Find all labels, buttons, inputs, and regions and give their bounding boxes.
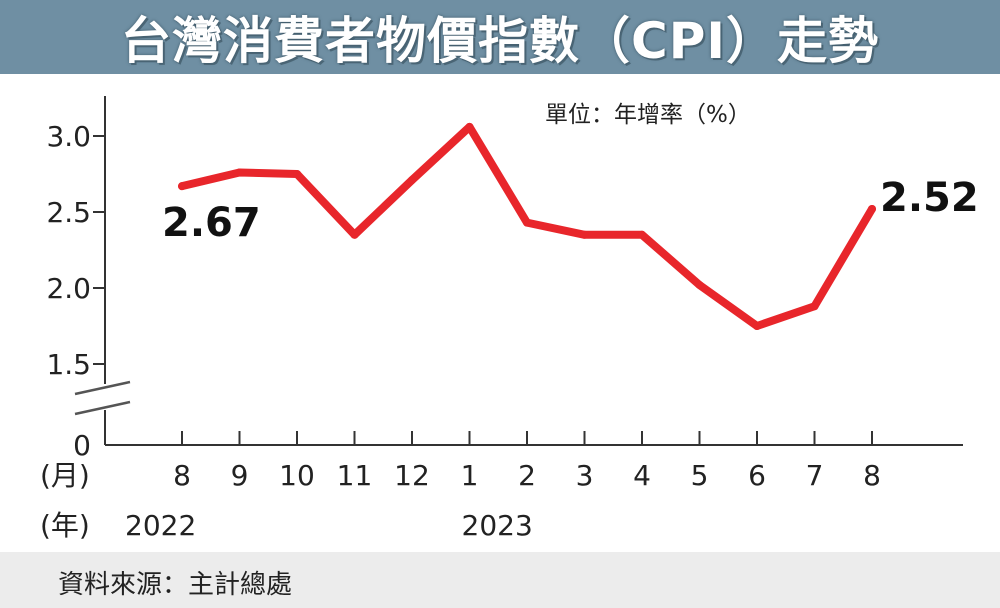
- x-tick-label: 7: [806, 459, 824, 492]
- data-point: [580, 230, 589, 239]
- data-point: [178, 182, 186, 191]
- x-tick-label: 8: [863, 459, 881, 492]
- data-point: [695, 280, 704, 289]
- data-point: [293, 170, 301, 178]
- data-point: [638, 230, 646, 239]
- x-axis-label-year: (年): [40, 509, 90, 542]
- x-tick-label: 6: [748, 459, 766, 492]
- chart-title: 台灣消費者物價指數（CPI）走勢: [121, 12, 879, 70]
- y-tick-label: 2.0: [46, 272, 91, 305]
- y-tick-label: 3.0: [46, 120, 91, 153]
- y-tick-label: 2.5: [46, 196, 91, 229]
- data-label: 2.52: [880, 175, 979, 221]
- source-note: 資料來源：主計總處: [58, 570, 293, 600]
- data-point: [350, 230, 359, 239]
- x-tick-label: 1: [461, 459, 479, 492]
- x-axis-label-month: (月): [40, 459, 90, 492]
- y-tick-label: 1.5: [46, 348, 91, 381]
- y-tick-label: 0: [73, 429, 91, 462]
- plot-panel: 0 1.5 2.0 2.5 3.0 8 9 10 11 12 1 2 3 4 5 6 7 8 (月) (年) 2022 2…: [0, 74, 1000, 552]
- x-tick-label: 5: [691, 459, 709, 492]
- x-tick-label: 9: [231, 459, 249, 492]
- x-tick-label: 2: [518, 459, 536, 492]
- axis-break-mark: [74, 400, 131, 416]
- title-bar: 台灣消費者物價指數（CPI）走勢: [0, 0, 1000, 74]
- data-point: [868, 204, 876, 213]
- line-chart: 01.52.02.53.08 9 10 11 12 1 2 3 4 5 6 7 8(月)(年) 2022 2…: [40, 96, 979, 542]
- data-label: 2.67: [162, 200, 261, 246]
- x-tick-label: 11: [337, 459, 373, 492]
- x-tick-label: 10: [279, 459, 315, 492]
- unit-label: 單位：年增率（%）: [545, 102, 751, 128]
- x-tick-label: 12: [394, 459, 430, 492]
- data-point: [810, 302, 819, 311]
- x-tick-label: 8: [173, 459, 191, 492]
- year-label: 2022: [125, 509, 196, 542]
- data-point: [408, 176, 416, 185]
- data-point: [753, 322, 761, 330]
- axis-break-mark: [74, 380, 131, 396]
- x-tick-label: 3: [576, 459, 594, 492]
- data-point: [465, 122, 474, 131]
- x-tick-label: 4: [633, 459, 651, 492]
- source-bar: 資料來源：主計總處: [0, 552, 1000, 608]
- year-label: 2023: [462, 509, 533, 542]
- data-point: [235, 168, 244, 177]
- axis-break-gap: [95, 384, 115, 410]
- data-point: [523, 218, 531, 227]
